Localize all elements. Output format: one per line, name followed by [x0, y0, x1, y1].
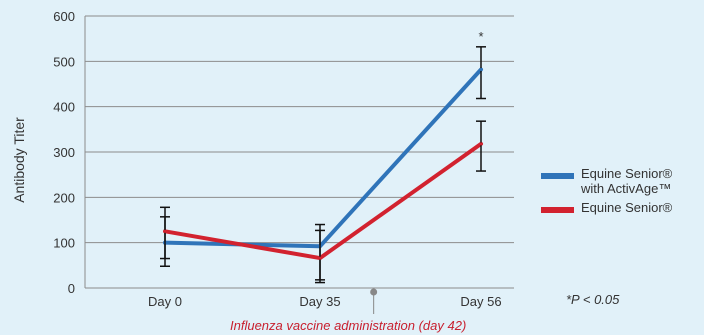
legend: Equine Senior® with ActivAge™ Equine Sen… [541, 166, 701, 220]
y-tick-label-400: 400 [53, 100, 75, 115]
legend-item-equine-senior: Equine Senior® [541, 200, 701, 220]
significance-marker-day-56: * [478, 29, 483, 44]
data-point-equine-senior-day-35 [318, 256, 322, 260]
x-tick-label-day-56: Day 56 [460, 294, 501, 309]
x-tick-label-day-35: Day 35 [299, 294, 340, 309]
y-axis-label: Antibody Titer [11, 117, 27, 203]
y-tick-label-600: 600 [53, 9, 75, 24]
footnote-significance: *P < 0.05 [566, 292, 620, 307]
series-line-activage [163, 67, 483, 249]
y-tick-label-200: 200 [53, 190, 75, 205]
x-tick-label-day-0: Day 0 [148, 294, 182, 309]
y-tick-label-100: 100 [53, 236, 75, 251]
data-point-equine-senior-day-56 [479, 142, 483, 146]
event-marker-dot [370, 288, 378, 296]
data-point-activage-day-56 [479, 67, 483, 71]
y-tick-label-300: 300 [53, 145, 75, 160]
data-point-equine-senior-day-0 [163, 229, 167, 233]
legend-label-equine-senior: Equine Senior® [581, 200, 673, 215]
legend-item-equine-senior-activage: Equine Senior® with ActivAge™ [541, 166, 701, 200]
y-tick-label-0: 0 [68, 281, 75, 296]
vaccine-annotation: Influenza vaccine administration (day 42… [230, 318, 467, 333]
legend-swatch-red [541, 207, 574, 213]
legend-label-equine-senior-activage: Equine Senior® with ActivAge™ [581, 166, 673, 196]
y-tick-label-500: 500 [53, 54, 75, 69]
legend-swatch-blue [541, 173, 574, 179]
